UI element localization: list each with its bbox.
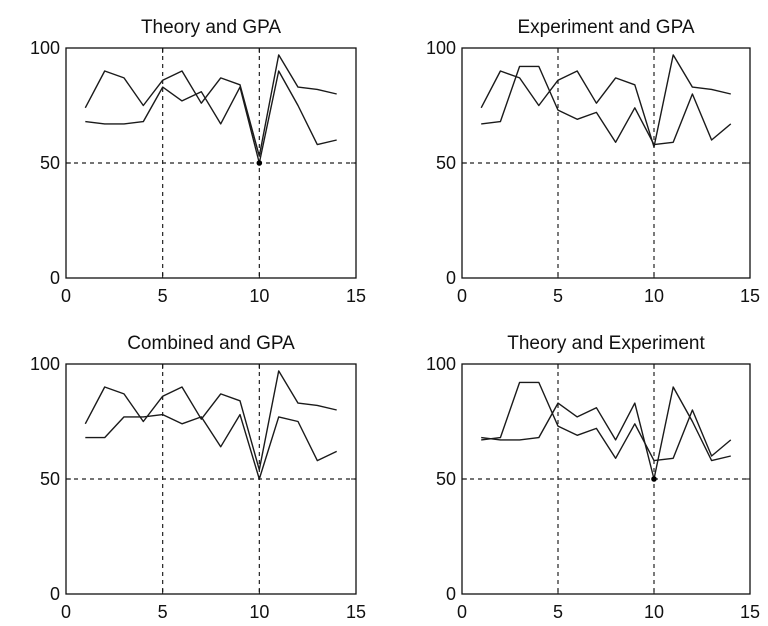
x-tick-label: 5 bbox=[158, 602, 168, 622]
x-tick-label: 0 bbox=[61, 286, 71, 306]
series-line-1 bbox=[481, 381, 732, 462]
series-line-1 bbox=[480, 54, 731, 148]
x-tick-label: 5 bbox=[158, 286, 168, 306]
series-line-2 bbox=[481, 386, 731, 480]
x-tick-label: 10 bbox=[249, 286, 269, 306]
subplot-1: 0 5 10 15 0 50 100 Theory and GPA bbox=[30, 17, 366, 306]
y-tick-label: 0 bbox=[50, 268, 60, 288]
data-point-marker bbox=[256, 160, 263, 166]
y-tick-label: 0 bbox=[446, 268, 456, 288]
series-line-1 bbox=[84, 54, 337, 157]
subplot-4: 0 5 10 15 0 50 100 Theory and Experiment bbox=[426, 333, 760, 622]
x-tick-label: 0 bbox=[457, 602, 467, 622]
y-tick-label: 100 bbox=[30, 354, 60, 374]
y-tick-label: 50 bbox=[436, 153, 456, 173]
x-tick-label: 5 bbox=[553, 286, 563, 306]
y-tick-label: 50 bbox=[40, 469, 60, 489]
y-tick-label: 50 bbox=[40, 153, 60, 173]
y-tick-label: 100 bbox=[426, 354, 456, 374]
x-tick-label: 15 bbox=[346, 602, 366, 622]
x-tick-label: 15 bbox=[346, 286, 366, 306]
series-line-2 bbox=[85, 70, 337, 164]
x-tick-label: 10 bbox=[644, 602, 664, 622]
x-tick-label: 10 bbox=[249, 602, 269, 622]
chart-title: Theory and GPA bbox=[141, 17, 281, 38]
x-tick-label: 10 bbox=[644, 286, 664, 306]
series-line-1 bbox=[84, 370, 337, 471]
x-tick-label: 15 bbox=[740, 602, 760, 622]
series-line-2 bbox=[85, 413, 337, 480]
data-point-marker bbox=[651, 476, 657, 482]
y-tick-label: 0 bbox=[50, 584, 60, 604]
chart-title: Experiment and GPA bbox=[517, 17, 694, 38]
series-line-2 bbox=[481, 65, 732, 146]
chart-title: Combined and GPA bbox=[127, 333, 295, 354]
y-tick-label: 0 bbox=[446, 584, 456, 604]
x-tick-label: 15 bbox=[740, 286, 760, 306]
x-tick-label: 0 bbox=[457, 286, 467, 306]
x-tick-label: 5 bbox=[553, 602, 563, 622]
x-tick-label: 0 bbox=[61, 602, 71, 622]
y-tick-label: 100 bbox=[30, 38, 60, 58]
subplot-2: 0 5 10 15 0 50 100 Experiment and GPA bbox=[426, 17, 760, 306]
subplot-3: 0 5 10 15 0 50 100 Combined and GPA bbox=[30, 333, 366, 622]
y-tick-label: 50 bbox=[436, 469, 456, 489]
chart-title: Theory and Experiment bbox=[507, 333, 705, 354]
y-tick-label: 100 bbox=[426, 38, 456, 58]
